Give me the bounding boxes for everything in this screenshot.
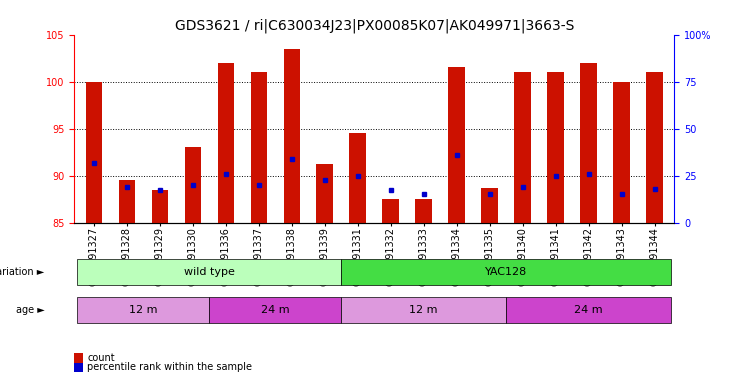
Bar (448, 68, 465, 223)
Bar (382, 199, 399, 223)
Bar (119, 180, 135, 223)
Bar (350, 133, 366, 223)
Bar (416, 199, 432, 223)
Text: 12 m: 12 m (129, 305, 158, 315)
Bar (209, 297, 341, 323)
Bar (580, 63, 597, 223)
Text: YAC128: YAC128 (485, 266, 528, 277)
Bar (614, 81, 630, 223)
Text: genotype/variation ►: genotype/variation ► (0, 266, 44, 277)
Text: percentile rank within the sample: percentile rank within the sample (87, 362, 253, 372)
Text: 24 m: 24 m (574, 305, 603, 315)
Bar (514, 72, 531, 223)
Bar (284, 49, 300, 223)
Text: 12 m: 12 m (410, 305, 438, 315)
Bar (482, 188, 498, 223)
Bar (185, 147, 201, 223)
Text: age ►: age ► (16, 305, 44, 315)
Bar (152, 190, 168, 223)
Bar (86, 81, 102, 223)
Bar (341, 297, 506, 323)
Bar (316, 164, 333, 223)
Bar (250, 72, 267, 223)
Text: wild type: wild type (184, 266, 235, 277)
Bar (506, 297, 671, 323)
Text: 24 m: 24 m (261, 305, 290, 315)
Bar (341, 259, 671, 285)
Title: GDS3621 / ri|C630034J23|PX00085K07|AK049971|3663-S: GDS3621 / ri|C630034J23|PX00085K07|AK049… (175, 18, 574, 33)
Text: count: count (87, 353, 115, 363)
Bar (77, 297, 209, 323)
Bar (646, 72, 662, 223)
Bar (77, 259, 341, 285)
Bar (218, 63, 234, 223)
Bar (548, 72, 564, 223)
